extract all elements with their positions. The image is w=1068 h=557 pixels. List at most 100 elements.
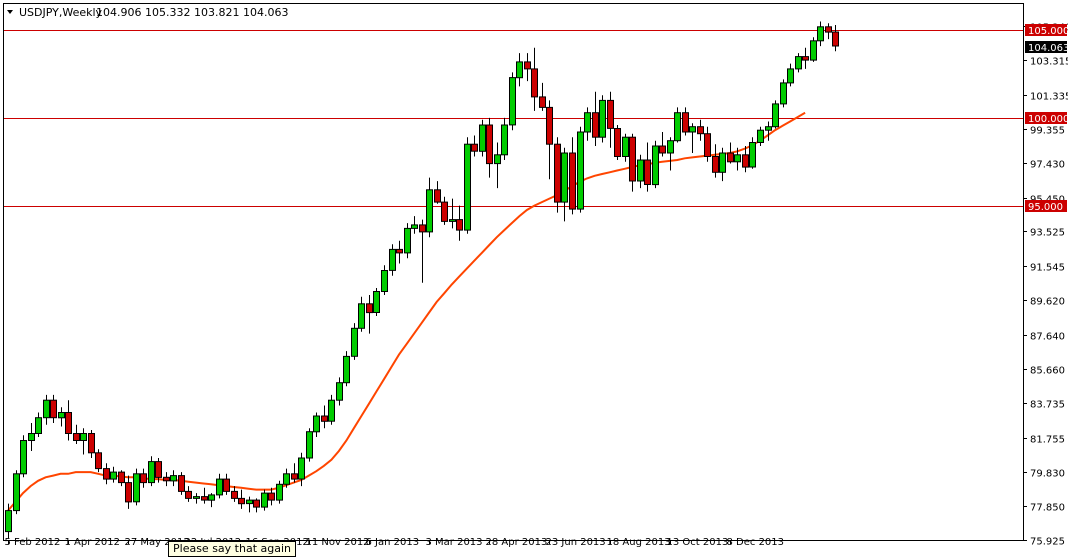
candle-body: [554, 143, 561, 203]
candle-body: [464, 143, 471, 231]
dropdown-triangle-icon[interactable]: [7, 10, 13, 14]
candle-body: [471, 143, 478, 152]
candle-body: [479, 124, 486, 152]
x-tick-label: 28 Apr 2013: [486, 537, 548, 548]
candle-body: [80, 433, 87, 441]
candle: [358, 296, 365, 332]
y-tick-label: 97.430: [1030, 160, 1065, 171]
candle: [614, 125, 621, 160]
candle: [88, 430, 95, 458]
candle-body: [193, 496, 200, 499]
candle-body: [216, 478, 223, 496]
candle-body: [148, 461, 155, 484]
candle: [674, 107, 681, 143]
candle: [95, 449, 102, 473]
candle-body: [298, 457, 305, 480]
candle: [389, 244, 396, 276]
candle-body: [381, 270, 388, 292]
candle-body: [185, 490, 192, 499]
candle: [719, 147, 726, 182]
candle-body: [291, 473, 298, 480]
candle-body: [516, 61, 523, 79]
candle: [509, 72, 516, 131]
candle-body: [509, 77, 516, 126]
candle-body: [599, 99, 606, 138]
y-tick-label: 91.545: [1030, 263, 1065, 274]
candle: [43, 394, 50, 425]
candle: [426, 177, 433, 238]
candle: [734, 147, 741, 171]
candle: [283, 468, 290, 488]
candle-body: [238, 497, 245, 505]
y-tick-label: 103.315: [1030, 57, 1068, 68]
candle-body: [546, 106, 553, 145]
candle-body: [592, 112, 599, 138]
symbol-label: USDJPY,Weekly: [19, 6, 103, 19]
candle-body: [704, 133, 711, 157]
level-label-bg: [1025, 24, 1067, 36]
y-tick-label: 93.525: [1030, 228, 1065, 239]
candle-body: [802, 56, 809, 61]
y-tick-label: 83.735: [1030, 400, 1065, 411]
candle: [336, 377, 343, 406]
candle: [268, 487, 275, 506]
candle-body: [358, 303, 365, 329]
candle: [73, 424, 80, 444]
candle: [178, 472, 185, 495]
candle: [825, 23, 832, 40]
candle: [802, 47, 809, 69]
candle: [125, 475, 132, 509]
candle: [321, 405, 328, 429]
candle: [539, 82, 546, 111]
candle: [742, 146, 749, 173]
candle-body: [727, 152, 734, 163]
candle: [313, 412, 320, 437]
candle: [584, 107, 591, 141]
candle: [644, 142, 651, 192]
candle-body: [787, 68, 794, 84]
chart-header: USDJPY,Weekly 104.906 105.332 103.821 10…: [7, 6, 288, 19]
candle-body: [73, 433, 80, 441]
candle: [637, 154, 644, 189]
candle-body: [659, 145, 666, 154]
y-tick-label: 87.640: [1030, 332, 1065, 343]
candle-body: [757, 129, 764, 143]
candle-body: [35, 417, 42, 435]
candle: [396, 240, 403, 264]
candle-body: [103, 468, 110, 480]
candle-body: [110, 471, 117, 480]
candle: [749, 137, 756, 169]
candle-body: [494, 154, 501, 165]
candle: [163, 472, 170, 487]
candle-body: [140, 473, 147, 484]
x-tick-label: 8 Dec 2013: [727, 537, 785, 548]
candle: [65, 400, 72, 441]
candle-body: [832, 31, 839, 47]
candle-body: [163, 476, 170, 482]
candle: [193, 493, 200, 504]
candle-body: [336, 382, 343, 401]
candle-body: [343, 355, 350, 384]
candle-body: [133, 473, 140, 503]
candle: [524, 53, 531, 82]
x-tick-label: 23 Jun 2013: [546, 537, 606, 548]
candle-body: [539, 96, 546, 108]
candle: [5, 503, 12, 539]
x-tick-label: 18 Aug 2013: [607, 537, 671, 548]
candle: [50, 394, 57, 423]
candle-body: [125, 482, 132, 503]
candle-body: [366, 303, 373, 314]
candle: [35, 412, 42, 437]
x-tick-label: 5 Feb 2012: [5, 537, 61, 548]
candle: [772, 100, 779, 129]
candle-body: [531, 68, 538, 98]
candle-body: [170, 475, 177, 482]
candle: [20, 435, 27, 478]
x-tick-label: 13 Oct 2013: [667, 537, 729, 548]
candle: [652, 140, 659, 189]
candle: [441, 196, 448, 225]
candle-body: [283, 473, 290, 485]
candle-body: [261, 492, 268, 508]
y-tick-label: 75.925: [1030, 537, 1065, 548]
candle: [238, 489, 245, 509]
